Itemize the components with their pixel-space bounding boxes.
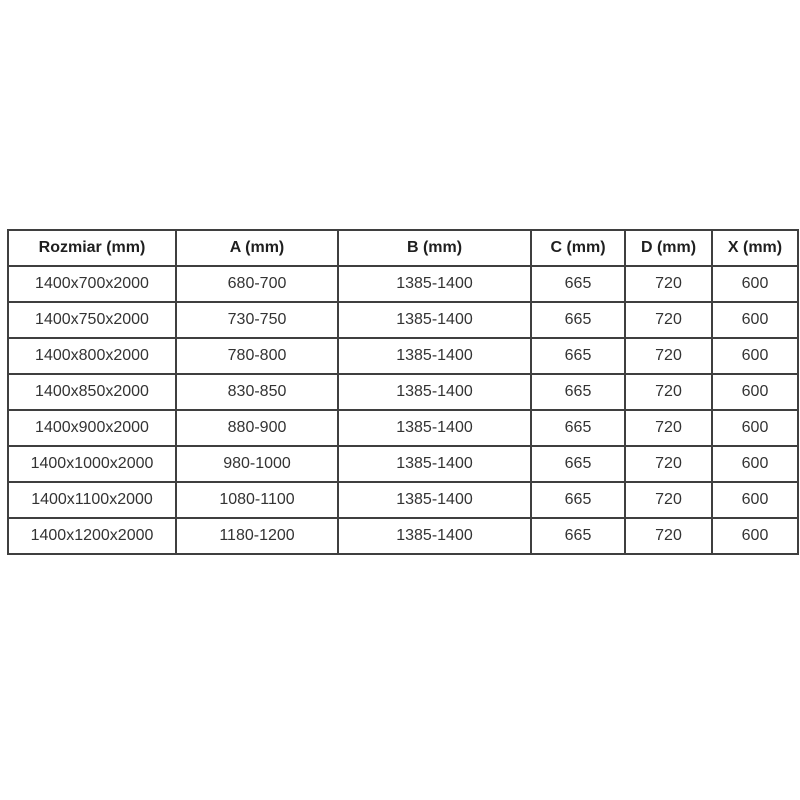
header-cell: C (mm)	[530, 229, 626, 267]
table-cell: 600	[711, 445, 799, 483]
table-cell: 1385-1400	[337, 445, 532, 483]
table-header-row: Rozmiar (mm) A (mm) B (mm) C (mm) D (mm) X (m…	[7, 229, 799, 267]
header-cell: D (mm)	[624, 229, 713, 267]
table-cell: 600	[711, 517, 799, 555]
table-cell: 1400x900x2000	[7, 409, 177, 447]
table-row: 1400x1100x2000 1080-1100 1385-1400 665 720 60…	[7, 481, 799, 519]
header-cell: B (mm)	[337, 229, 532, 267]
table-cell: 1400x750x2000	[7, 301, 177, 339]
table-cell: 720	[624, 265, 713, 303]
table-cell: 880-900	[175, 409, 339, 447]
table-cell: 730-750	[175, 301, 339, 339]
table-cell: 1080-1100	[175, 481, 339, 519]
table-cell: 720	[624, 301, 713, 339]
size-table-container: Rozmiar (mm) A (mm) B (mm) C (mm) D (mm) X (m…	[7, 229, 799, 555]
table-cell: 720	[624, 337, 713, 375]
table-body: 1400x700x2000 680-700 1385-1400 665 720 600 14…	[7, 265, 799, 555]
table-cell: 665	[530, 265, 626, 303]
table-cell: 1400x850x2000	[7, 373, 177, 411]
table-cell: 665	[530, 445, 626, 483]
table-cell: 830-850	[175, 373, 339, 411]
table-cell: 1400x1200x2000	[7, 517, 177, 555]
table-cell: 720	[624, 445, 713, 483]
table-cell: 980-1000	[175, 445, 339, 483]
table-row: 1400x800x2000 780-800 1385-1400 665 720 600	[7, 337, 799, 375]
table-cell: 1400x1100x2000	[7, 481, 177, 519]
table-cell: 665	[530, 481, 626, 519]
table-cell: 665	[530, 337, 626, 375]
table-row: 1400x900x2000 880-900 1385-1400 665 720 600	[7, 409, 799, 447]
table-cell: 1180-1200	[175, 517, 339, 555]
table-cell: 600	[711, 337, 799, 375]
header-cell: Rozmiar (mm)	[7, 229, 177, 267]
table-cell: 665	[530, 373, 626, 411]
table-cell: 1385-1400	[337, 265, 532, 303]
table-cell: 720	[624, 481, 713, 519]
table-cell: 600	[711, 409, 799, 447]
table-cell: 1400x700x2000	[7, 265, 177, 303]
table-cell: 665	[530, 517, 626, 555]
table-cell: 1400x1000x2000	[7, 445, 177, 483]
table-cell: 720	[624, 373, 713, 411]
table-row: 1400x700x2000 680-700 1385-1400 665 720 600	[7, 265, 799, 303]
table-cell: 665	[530, 409, 626, 447]
table-cell: 1385-1400	[337, 517, 532, 555]
table-cell: 600	[711, 481, 799, 519]
table-cell: 1385-1400	[337, 373, 532, 411]
header-cell: X (mm)	[711, 229, 799, 267]
table-cell: 1385-1400	[337, 337, 532, 375]
table-row: 1400x850x2000 830-850 1385-1400 665 720 600	[7, 373, 799, 411]
table-row: 1400x1200x2000 1180-1200 1385-1400 665 720 60…	[7, 517, 799, 555]
table-cell: 1385-1400	[337, 481, 532, 519]
table-cell: 780-800	[175, 337, 339, 375]
header-cell: A (mm)	[175, 229, 339, 267]
table-cell: 600	[711, 373, 799, 411]
size-table: Rozmiar (mm) A (mm) B (mm) C (mm) D (mm) X (m…	[7, 229, 799, 555]
table-cell: 680-700	[175, 265, 339, 303]
table-row: 1400x1000x2000 980-1000 1385-1400 665 720 600	[7, 445, 799, 483]
table-row: 1400x750x2000 730-750 1385-1400 665 720 600	[7, 301, 799, 339]
table-cell: 600	[711, 265, 799, 303]
table-cell: 1385-1400	[337, 409, 532, 447]
table-cell: 1400x800x2000	[7, 337, 177, 375]
table-cell: 665	[530, 301, 626, 339]
table-cell: 600	[711, 301, 799, 339]
table-cell: 1385-1400	[337, 301, 532, 339]
table-cell: 720	[624, 409, 713, 447]
table-cell: 720	[624, 517, 713, 555]
